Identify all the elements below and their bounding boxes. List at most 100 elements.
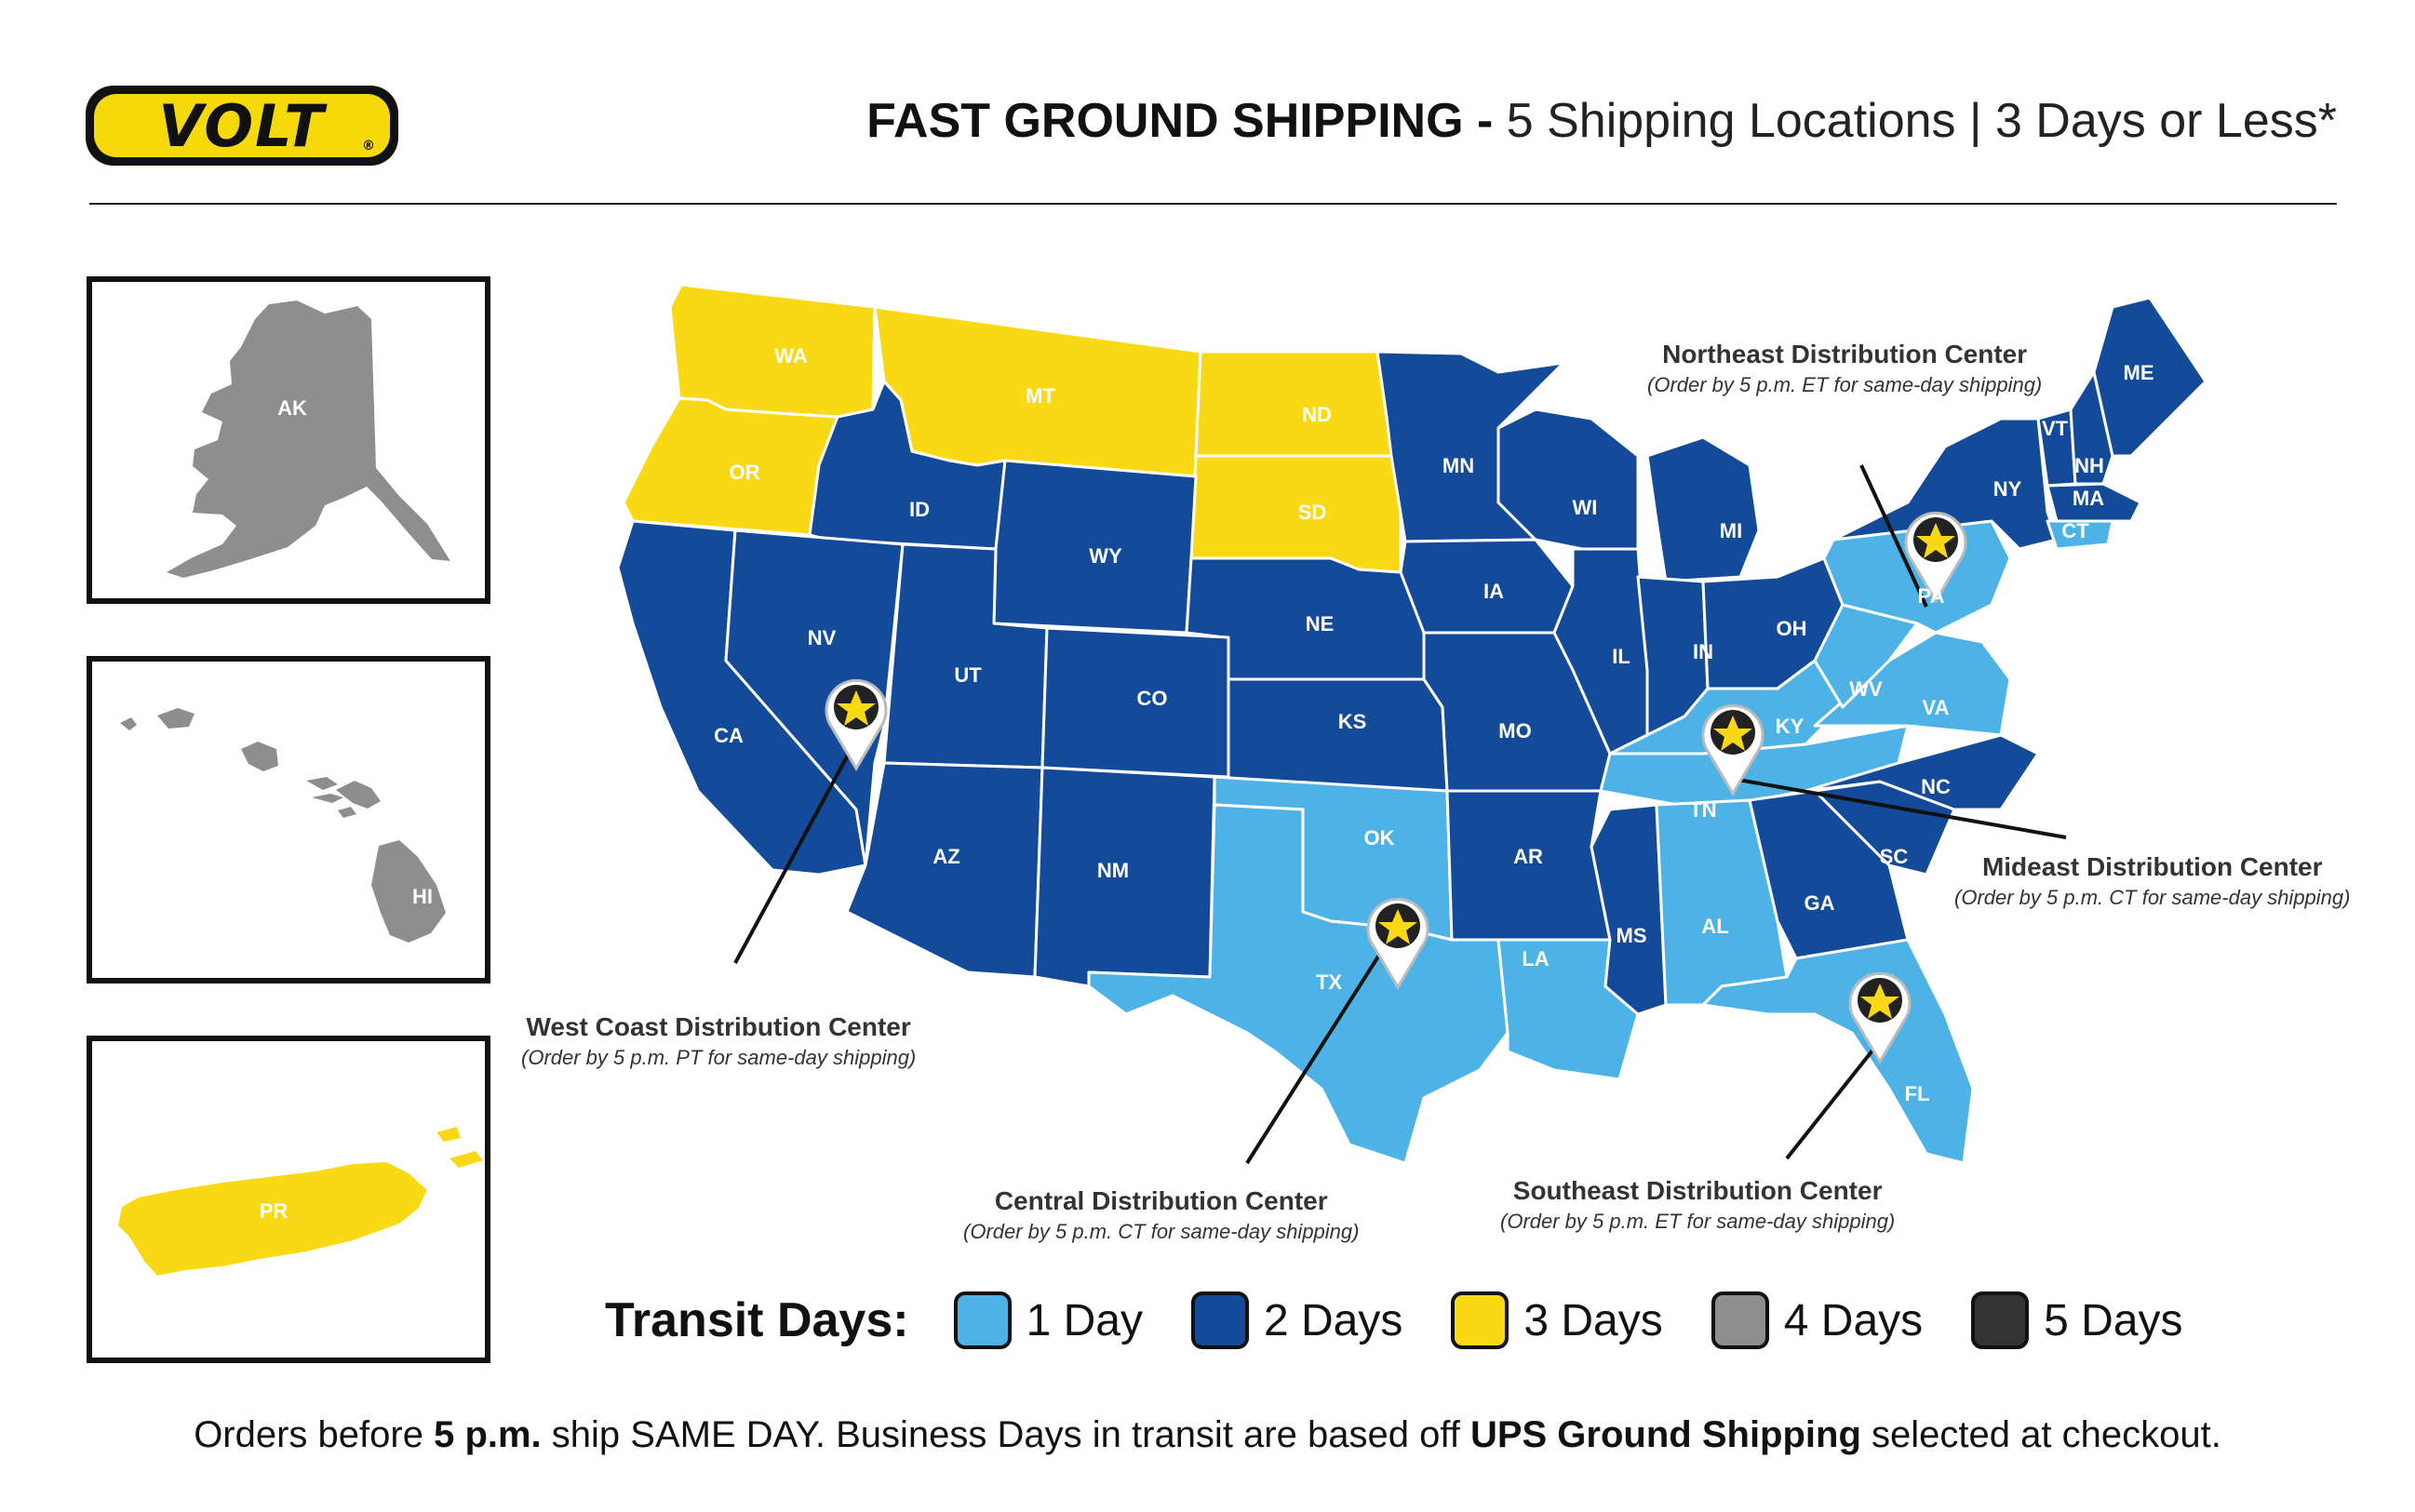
state-me[interactable]	[2092, 296, 2207, 458]
callout-northeast: Northeast Distribution Center (Order by …	[1647, 340, 2042, 397]
label-ak: AK	[277, 396, 307, 420]
state-labels: WA OR MT ND SD ID WY NE CA NV UT CO AZ N…	[714, 344, 2153, 1105]
dc-note: (Order by 5 p.m. CT for same-day shippin…	[1954, 886, 2351, 909]
label-ut: UT	[954, 663, 982, 687]
callout-mideast: Mideast Distribution Center (Order by 5 …	[1954, 852, 2350, 910]
state-co[interactable]	[1040, 626, 1230, 779]
legend-swatch	[1451, 1291, 1509, 1349]
legend-label: 4 Days	[1783, 1295, 1924, 1345]
label-ia: IA	[1483, 580, 1504, 603]
footer-text-2: ship SAME DAY. Business Days in transit …	[541, 1414, 1470, 1455]
label-co: CO	[1137, 687, 1168, 710]
state-va[interactable]	[1813, 631, 2012, 737]
legend-swatch	[1190, 1291, 1249, 1349]
label-ct: CT	[2061, 519, 2089, 542]
label-mi: MI	[1720, 519, 1742, 542]
label-ms: MS	[1617, 924, 1647, 947]
legend-swatch	[1711, 1291, 1769, 1349]
label-nc: NC	[1921, 775, 1951, 798]
volt-logo[interactable]: VOLT ®	[86, 86, 398, 166]
callout-southeast: Southeast Distribution Center (Order by …	[1500, 1176, 1895, 1234]
page-title: FAST GROUND SHIPPING - 5 Shipping Locati…	[866, 93, 2337, 149]
inset-alaska: AK	[87, 276, 490, 604]
dc-note: (Order by 5 p.m. CT for same-day shippin…	[963, 1220, 1360, 1243]
label-or: OR	[730, 461, 760, 484]
dc-marker-mideast[interactable]	[1701, 703, 1764, 796]
state-az[interactable]	[845, 761, 1044, 979]
label-in: IN	[1693, 640, 1713, 663]
legend-title: Transit Days:	[605, 1293, 909, 1347]
callout-lines	[733, 464, 2067, 1165]
state-wa[interactable]	[668, 283, 877, 419]
dc-note: (Order by 5 p.m. ET for same-day shippin…	[1500, 1210, 1896, 1233]
label-il: IL	[1612, 645, 1630, 668]
label-pr: PR	[260, 1199, 288, 1223]
dc-name: Northeast Distribution Center	[1662, 340, 2028, 368]
footer-bold-time: 5 p.m.	[434, 1414, 542, 1455]
state-pr[interactable]	[118, 1127, 483, 1276]
volt-logo-badge: VOLT ®	[94, 92, 390, 160]
label-me: ME	[2124, 361, 2154, 384]
dc-name: West Coast Distribution Center	[526, 1012, 911, 1041]
title-light: 5 Shipping Locations | 3 Days or Less*	[1506, 94, 2337, 148]
label-hi: HI	[412, 885, 433, 908]
inset-hawaii: HI	[87, 656, 490, 983]
label-nm: NM	[1097, 859, 1129, 882]
label-mo: MO	[1498, 719, 1531, 743]
legend-item-5-days: 5 Days	[1971, 1291, 2183, 1349]
state-id[interactable]	[808, 380, 1007, 551]
state-ny[interactable]	[1831, 417, 2059, 551]
dc-marker-southeast[interactable]	[1848, 971, 1912, 1064]
star-icon	[1378, 909, 1417, 944]
legend-item-4-days: 4 Days	[1711, 1291, 1923, 1349]
state-ak[interactable]	[167, 301, 450, 578]
dc-note: (Order by 5 p.m. ET for same-day shippin…	[1647, 373, 2043, 396]
label-ky: KY	[1776, 715, 1805, 738]
state-nd[interactable]	[1194, 350, 1393, 458]
label-fl: FL	[1905, 1082, 1930, 1105]
puerto-rico-map: PR	[118, 1127, 483, 1276]
star-icon	[1860, 983, 1899, 1019]
label-ne: NE	[1306, 612, 1335, 636]
header-divider	[89, 203, 2337, 205]
label-tx: TX	[1316, 970, 1342, 994]
state-ks[interactable]	[1227, 677, 1449, 793]
state-ma[interactable]	[2046, 482, 2142, 523]
dc-name: Mideast Distribution Center	[1981, 852, 2323, 881]
state-mi[interactable]	[1645, 435, 1761, 583]
callout-west-coast: West Coast Distribution Center (Order by…	[521, 1012, 916, 1070]
dc-marker-central[interactable]	[1366, 897, 1429, 990]
inset-puerto-rico: PR	[87, 1036, 490, 1363]
state-nh[interactable]	[2069, 370, 2114, 486]
dc-marker-northeast[interactable]	[1904, 511, 1967, 604]
state-ms[interactable]	[1590, 803, 1668, 1016]
hawaii-map: HI	[120, 708, 446, 943]
title-bold: FAST GROUND SHIPPING -	[866, 94, 1494, 148]
label-al: AL	[1701, 915, 1728, 938]
legend-label: 2 Days	[1263, 1295, 1403, 1345]
legend-item-1-day: 1 Day	[953, 1291, 1143, 1349]
star-icon	[1713, 716, 1752, 751]
label-va: VA	[1923, 696, 1950, 719]
label-id: ID	[909, 498, 930, 521]
label-pa: PA	[1918, 584, 1945, 608]
footer-text-1: Orders before	[194, 1414, 435, 1455]
label-nh: NH	[2074, 454, 2104, 477]
legend-swatch	[953, 1291, 1012, 1349]
state-hi[interactable]	[120, 708, 446, 943]
legend-item-2-days: 2 Days	[1190, 1291, 1403, 1349]
dc-note: (Order by 5 p.m. PT for same-day shippin…	[521, 1046, 917, 1069]
dc-name: Southeast Distribution Center	[1512, 1176, 1883, 1205]
label-ar: AR	[1513, 845, 1543, 868]
label-ny: NY	[1993, 477, 2022, 501]
state-nc[interactable]	[1804, 733, 2040, 811]
state-ct[interactable]	[2046, 519, 2114, 551]
label-wi: WI	[1573, 496, 1598, 519]
label-nv: NV	[808, 626, 837, 649]
dc-marker-west[interactable]	[825, 678, 888, 771]
state-sd[interactable]	[1189, 454, 1402, 574]
star-icon	[1916, 523, 1955, 558]
label-oh: OH	[1777, 617, 1807, 640]
label-nd: ND	[1302, 403, 1332, 426]
legend-swatch	[1971, 1291, 2030, 1349]
